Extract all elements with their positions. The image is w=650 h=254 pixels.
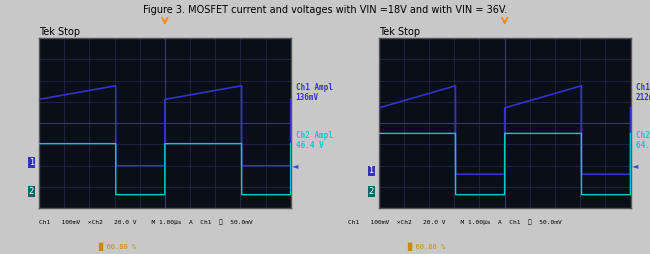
Text: 2: 2 [369, 187, 374, 196]
Text: Ch1 Ampl
136mV: Ch1 Ampl 136mV [296, 83, 333, 102]
Text: Ch2 Ampl
46.4 V: Ch2 Ampl 46.4 V [296, 131, 333, 150]
Text: Tek Stop: Tek Stop [39, 27, 80, 37]
Text: ◄: ◄ [632, 161, 638, 170]
Text: █ 60.80 %: █ 60.80 % [407, 243, 445, 251]
Text: █ 60.80 %: █ 60.80 % [98, 243, 136, 251]
Text: Ch1   100mV  ×Ch2   20.0 V    M 1.00μs  A  Ch1  ∯  50.0mV: Ch1 100mV ×Ch2 20.0 V M 1.00μs A Ch1 ∯ 5… [39, 219, 253, 225]
Text: 1: 1 [369, 166, 374, 175]
Text: Ch2 Ampl
64.0 V: Ch2 Ampl 64.0 V [636, 131, 650, 150]
Text: 1: 1 [29, 158, 34, 167]
Text: ◄: ◄ [292, 161, 298, 170]
Text: 2: 2 [29, 187, 34, 196]
Text: Ch1   100mV  ×Ch2   20.0 V    M 1.00μs  A  Ch1  ∯  50.0mV: Ch1 100mV ×Ch2 20.0 V M 1.00μs A Ch1 ∯ 5… [348, 219, 562, 225]
Text: Figure 3. MOSFET current and voltages with VIN =18V and with VIN = 36V.: Figure 3. MOSFET current and voltages wi… [143, 5, 507, 15]
Text: Tek Stop: Tek Stop [379, 27, 420, 37]
Text: Ch1 Ampl
212mV: Ch1 Ampl 212mV [636, 83, 650, 102]
